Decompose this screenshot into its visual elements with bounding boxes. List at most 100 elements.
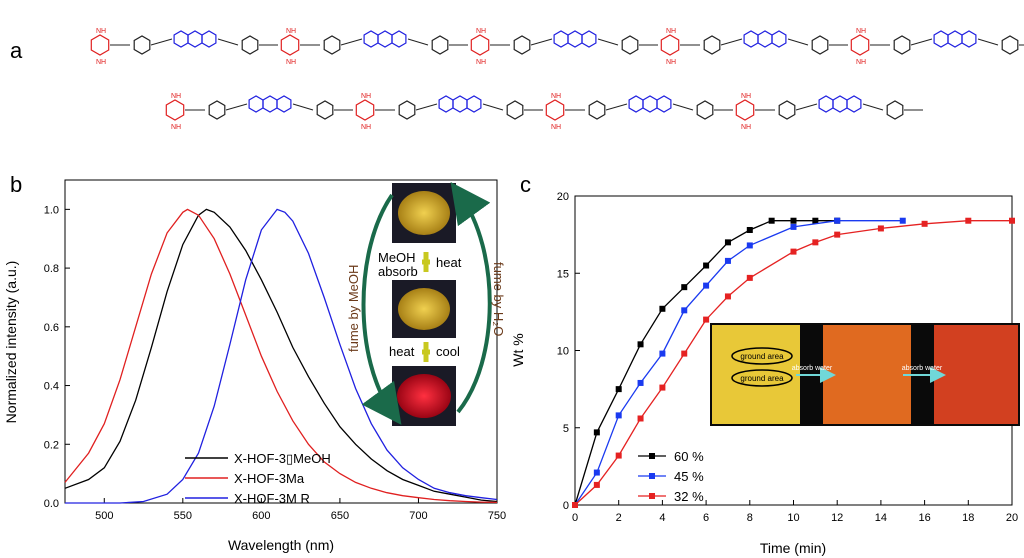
legend-label-3: X-HOF-3M R <box>234 491 310 506</box>
series-line-2 <box>64 208 498 504</box>
bond <box>340 38 363 46</box>
y-tick-label-c: 15 <box>557 268 569 280</box>
x-tick-label: 650 <box>331 510 349 522</box>
x-tick-label-c: 8 <box>747 512 753 524</box>
photo-inset-water: ground area ground area absorb water abs… <box>710 323 1020 426</box>
atom-label: NH <box>666 28 676 35</box>
data-point <box>877 225 884 232</box>
crystal-yellow-1 <box>398 191 450 235</box>
triazine-ring <box>470 34 490 56</box>
y-tick-label-c: 10 <box>557 346 569 358</box>
benzene-ring <box>316 100 334 120</box>
anthracene-ring <box>391 30 407 48</box>
x-tick-label: 500 <box>95 510 113 522</box>
x-tick-label-c: 16 <box>918 512 930 524</box>
data-point <box>834 217 841 224</box>
data-point <box>703 282 710 289</box>
benzene-ring <box>1001 35 1019 55</box>
bond <box>415 103 438 111</box>
panel-label-b: b <box>10 172 22 197</box>
bond <box>795 103 818 111</box>
atom-label: NH <box>286 59 296 66</box>
data-point <box>899 217 906 224</box>
anthracene-ring <box>771 30 787 48</box>
series-line-1 <box>64 208 498 503</box>
y-axis-label: Normalized intensity (a.u.) <box>3 261 19 424</box>
y-tick-label: 1.0 <box>44 204 59 216</box>
series-line-c-2 <box>574 220 903 506</box>
data-point <box>659 384 666 391</box>
anthracene-ring <box>201 30 217 48</box>
data-point <box>834 231 841 238</box>
x-tick-label: 550 <box>174 510 192 522</box>
benzene-ring <box>398 100 416 120</box>
anthracene-ring <box>173 30 189 48</box>
benzene-ring <box>621 35 639 55</box>
bond <box>672 103 694 111</box>
label-ground-2: ground area <box>740 374 784 383</box>
benzene-ring <box>886 100 904 120</box>
benzene-ring <box>513 35 531 55</box>
data-point <box>812 239 819 246</box>
legend-label-c-3: 32 % <box>674 489 704 504</box>
anthracene-ring <box>642 95 658 113</box>
bond <box>605 103 628 111</box>
left-arrow <box>361 193 402 425</box>
legend-c: 60 % 45 % 32 % <box>638 449 704 504</box>
benzene-ring <box>811 35 829 55</box>
data-point <box>746 274 753 281</box>
x-tick-label-c: 18 <box>962 512 974 524</box>
x-tick-label-c: 2 <box>616 512 622 524</box>
x-tick-label-c: 0 <box>572 512 578 524</box>
data-point <box>681 350 688 357</box>
photo-red-c <box>934 325 1018 424</box>
x-tick-label: 700 <box>409 510 427 522</box>
atom-label: NH <box>361 124 371 131</box>
anthracene-ring <box>846 95 862 113</box>
bond <box>292 103 314 111</box>
atom-label: NH <box>741 124 751 131</box>
bond <box>977 38 999 46</box>
crystal-red <box>397 374 451 418</box>
anthracene-ring <box>466 95 482 113</box>
data-point <box>790 248 797 255</box>
anthracene-ring <box>262 95 278 113</box>
bond <box>787 38 809 46</box>
data-point <box>593 481 600 488</box>
atom-label: NH <box>476 28 486 35</box>
label-cool: cool <box>436 344 460 359</box>
swap-icon-1 <box>422 252 430 272</box>
triazine-ring <box>280 34 300 56</box>
photo-yellow <box>712 325 800 424</box>
data-point <box>615 386 622 393</box>
atom-label: NH <box>96 28 106 35</box>
anthracene-ring <box>377 30 393 48</box>
data-point <box>659 350 666 357</box>
x-tick-label-c: 20 <box>1006 512 1018 524</box>
label-absorb-water-2: absorb water <box>902 365 943 372</box>
anthracene-ring <box>276 95 292 113</box>
legend-label-1: X-HOF-3▯MeOH <box>234 451 331 466</box>
x-axis-label-c: Time (min) <box>760 540 826 556</box>
anthracene-ring <box>757 30 773 48</box>
data-point <box>1009 217 1015 224</box>
data-point <box>724 257 731 264</box>
y-tick-label-c: 5 <box>563 423 569 435</box>
swap-icon-2 <box>422 342 430 362</box>
plot-frame <box>64 179 498 504</box>
benzene-ring <box>588 100 606 120</box>
atom-label: NH <box>171 93 181 100</box>
photo-orange <box>823 325 911 424</box>
bond <box>217 38 239 46</box>
atom-label: NH <box>856 59 866 66</box>
anthracene-ring <box>933 30 949 48</box>
data-point <box>790 217 797 224</box>
anthracene-ring <box>248 95 264 113</box>
y-tick-label: 0.0 <box>44 498 59 510</box>
data-point <box>768 217 775 224</box>
anthracene-ring <box>818 95 834 113</box>
hof-chemical-structure: NH NH NH NH NH NH NH NH NH NH NH NH NH NH NH NH NH NH <box>90 28 1024 131</box>
bond <box>862 103 884 111</box>
y-tick-label: 0.2 <box>44 439 59 451</box>
data-point <box>637 415 644 422</box>
